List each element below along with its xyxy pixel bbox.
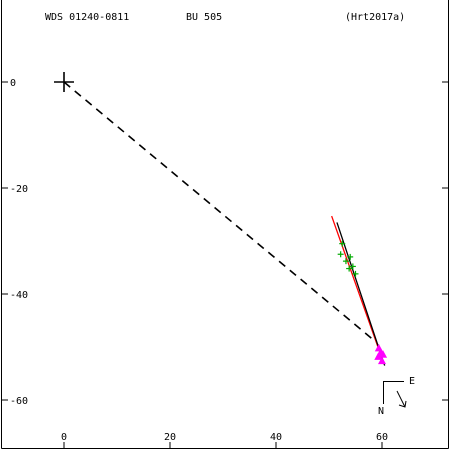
predicted-point — [379, 350, 388, 358]
plot-lines — [63, 81, 386, 366]
compass-north-label: N — [378, 406, 384, 417]
observations-point — [347, 253, 354, 260]
x-tick-label: 60 — [376, 432, 388, 443]
compass-arrowhead — [398, 400, 407, 408]
primary-star-marker — [54, 72, 74, 92]
axis-ticks: 0 20 40 60 0 -20 -40 -60 — [2, 78, 448, 448]
x-tick-label: 40 — [270, 432, 282, 443]
discoverer-label: BU 505 — [186, 12, 222, 23]
x-tick-label: 20 — [164, 432, 176, 443]
compass-east-label: E — [409, 376, 415, 387]
predicted-point — [377, 356, 387, 365]
y-tick-label: -40 — [10, 290, 28, 301]
x-tick-label: 0 — [61, 432, 67, 443]
compass-motion-arrow — [396, 390, 406, 408]
plot-markers — [54, 72, 388, 365]
y-tick-label: 0 — [10, 78, 16, 89]
observations-point — [342, 258, 349, 265]
compass — [383, 381, 407, 408]
y-tick-label: -60 — [10, 396, 28, 407]
observations-point — [349, 263, 356, 270]
separation-line — [63, 81, 377, 343]
y-tick-label: -20 — [10, 184, 28, 195]
wds-id-label: WDS 01240-0811 — [45, 12, 129, 23]
observations-point — [352, 270, 359, 277]
observations-point — [346, 265, 353, 272]
observations-point — [339, 240, 346, 247]
fit-line — [336, 222, 386, 366]
observations-point — [337, 251, 344, 258]
reference-label: (Hrt2017a) — [345, 12, 405, 23]
